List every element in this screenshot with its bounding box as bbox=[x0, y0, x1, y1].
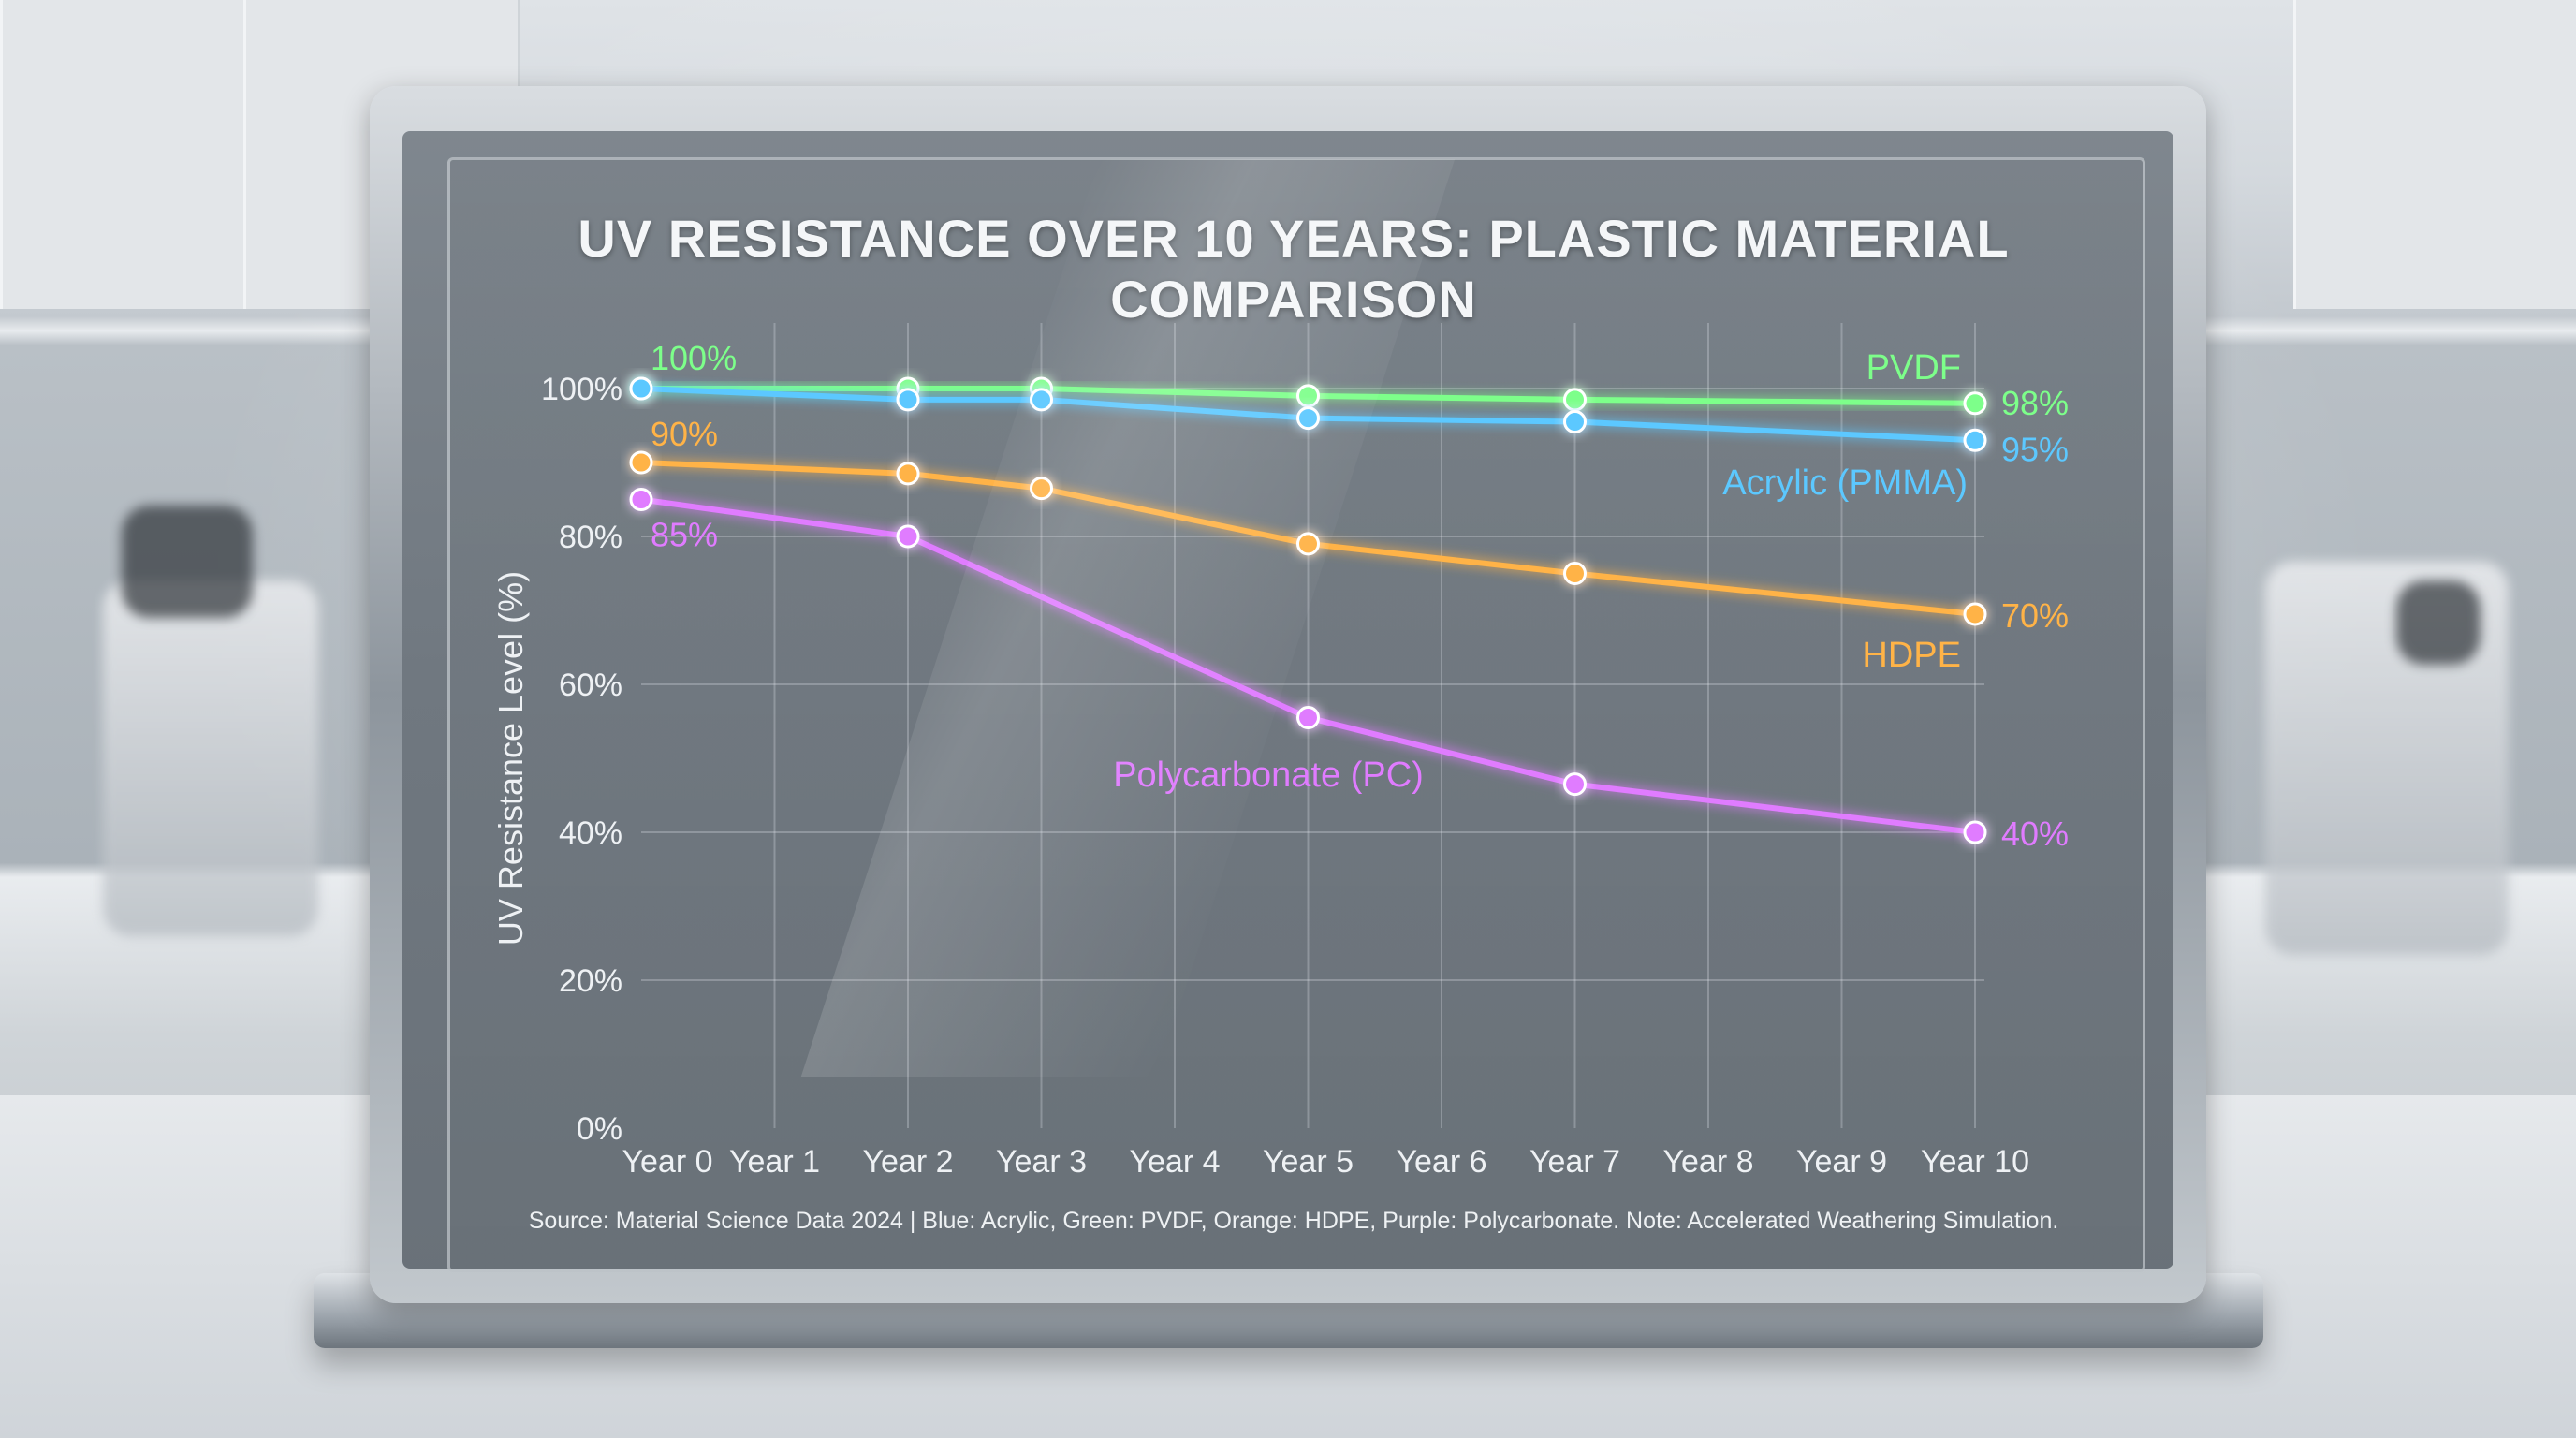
series-line bbox=[638, 386, 1978, 444]
y-tick-label: 80% bbox=[559, 520, 622, 555]
microscope-left-head bbox=[122, 506, 253, 618]
start-value-label: 100% bbox=[651, 339, 737, 377]
data-point bbox=[629, 488, 653, 511]
data-point bbox=[1296, 406, 1320, 431]
chart-title: UV RESISTANCE OVER 10 YEARS: PLASTIC MAT… bbox=[578, 209, 2010, 329]
y-tick-label: 0% bbox=[577, 1111, 622, 1147]
series-name-label: PVDF bbox=[1866, 348, 1961, 388]
y-tick-label: 40% bbox=[559, 815, 622, 851]
data-point bbox=[1296, 532, 1320, 556]
series-line bbox=[638, 460, 1978, 617]
data-point bbox=[1296, 384, 1320, 408]
x-tick-label: Year 0 bbox=[622, 1144, 712, 1180]
data-point bbox=[896, 462, 920, 486]
y-tick-labels: 0% 20% 40% 60% 80% 100% bbox=[541, 372, 622, 1147]
data-point bbox=[629, 376, 653, 401]
data-point bbox=[1563, 562, 1587, 585]
data-point bbox=[896, 524, 920, 549]
wall-cabinet bbox=[0, 0, 249, 309]
end-value-label: 40% bbox=[2001, 814, 2069, 853]
series-pvdf: PVDF 100% 98% bbox=[629, 339, 2069, 422]
start-value-label: 85% bbox=[651, 516, 718, 554]
end-value-label: 70% bbox=[2001, 596, 2069, 635]
series-acrylic-pmma-: Acrylic (PMMA) 95% bbox=[629, 376, 2069, 503]
series-name-label: HDPE bbox=[1862, 636, 1961, 675]
y-tick-label: 100% bbox=[541, 372, 622, 407]
x-tick-label: Year 7 bbox=[1530, 1144, 1620, 1180]
grid-lines bbox=[641, 323, 1984, 1128]
data-point bbox=[896, 388, 920, 412]
data-point bbox=[1030, 388, 1053, 412]
microscope-left bbox=[103, 580, 318, 936]
data-point bbox=[1963, 820, 1987, 844]
x-tick-labels: Year 0 Year 1 Year 2 Year 3 Year 4 Year 5 Year… bbox=[622, 1144, 2029, 1180]
x-tick-label: Year 6 bbox=[1396, 1144, 1486, 1180]
x-tick-label: Year 2 bbox=[862, 1144, 953, 1180]
y-tick-label: 60% bbox=[559, 668, 622, 703]
x-tick-label: Year 8 bbox=[1662, 1144, 1753, 1180]
x-tick-label: Year 4 bbox=[1129, 1144, 1220, 1180]
end-value-label: 98% bbox=[2001, 384, 2069, 422]
y-axis-label: UV Resistance Level (%) bbox=[491, 571, 530, 946]
data-point bbox=[1963, 391, 1987, 416]
y-tick-label: 20% bbox=[559, 963, 622, 999]
x-tick-label: Year 3 bbox=[996, 1144, 1087, 1180]
data-point bbox=[1563, 410, 1587, 434]
wall-cabinet bbox=[2293, 0, 2576, 309]
data-point bbox=[1963, 602, 1987, 626]
x-tick-label: Year 5 bbox=[1263, 1144, 1354, 1180]
end-value-label: 95% bbox=[2001, 430, 2069, 468]
series-polycarbonate-pc-: Polycarbonate (PC) 85% 40% bbox=[629, 488, 2069, 853]
data-point bbox=[1563, 772, 1587, 797]
series-hdpe: HDPE 90% 70% bbox=[629, 415, 2069, 675]
x-tick-label: Year 10 bbox=[1921, 1144, 2029, 1180]
series-name-label: Acrylic (PMMA) bbox=[1722, 463, 1968, 503]
footnote: Source: Material Science Data 2024 | Blu… bbox=[528, 1208, 2059, 1234]
data-point bbox=[1563, 388, 1587, 412]
data-point bbox=[629, 450, 653, 475]
data-point bbox=[1963, 428, 1987, 452]
start-value-label: 90% bbox=[651, 415, 718, 453]
series-name-label: Polycarbonate (PC) bbox=[1113, 756, 1424, 795]
data-point bbox=[1030, 477, 1053, 501]
data-point bbox=[1296, 706, 1320, 730]
microscope-right-head bbox=[2396, 580, 2481, 665]
x-tick-label: Year 1 bbox=[729, 1144, 820, 1180]
series-line bbox=[638, 386, 1978, 406]
x-tick-label: Year 9 bbox=[1796, 1144, 1887, 1180]
